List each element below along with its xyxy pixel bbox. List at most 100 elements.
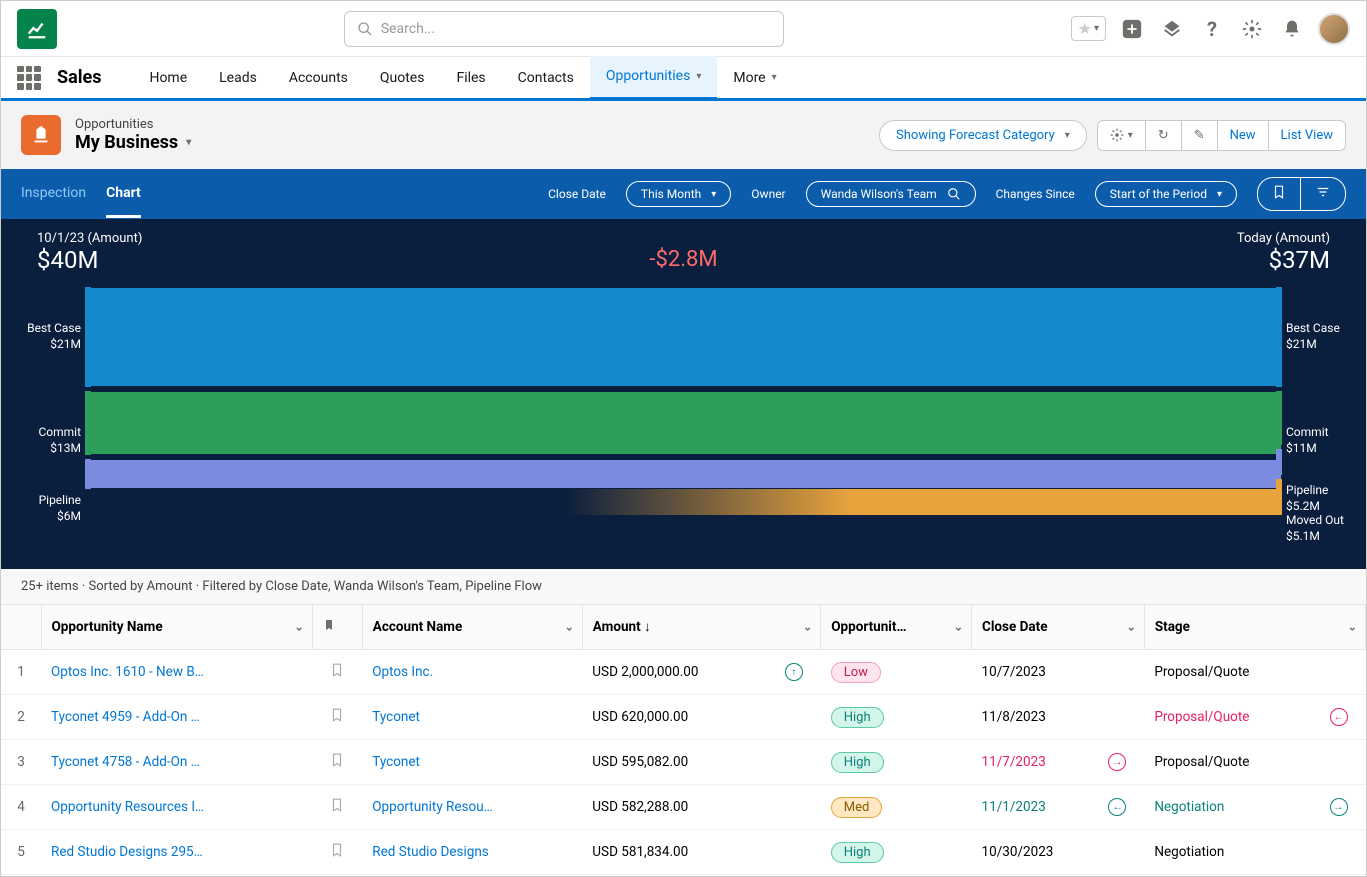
stage-cell: Negotiation [1144, 830, 1365, 875]
bookmark-button[interactable] [1258, 178, 1301, 210]
app-name: Sales [57, 67, 101, 88]
list-view-name[interactable]: My Business▾ [75, 132, 191, 153]
app-launcher-icon[interactable] [17, 66, 41, 90]
chart-cat-amount: $13M [38, 441, 81, 457]
table-row[interactable]: 1 Optos Inc. 1610 - New B… Optos Inc. US… [1, 650, 1366, 695]
chart-cat-label: Pipeline [1286, 483, 1328, 499]
nav-leads[interactable]: Leads [203, 56, 273, 100]
stage-cell: Negotiation→ [1144, 785, 1365, 830]
column-header[interactable]: Stage⌄ [1144, 605, 1365, 650]
nav-home[interactable]: Home [133, 56, 203, 100]
trend-icon: → [1108, 753, 1126, 771]
changes-label: Changes Since [996, 187, 1075, 201]
chart-right-label: Today (Amount) [1237, 231, 1330, 246]
help-icon[interactable]: ? [1198, 15, 1226, 43]
global-search[interactable]: Search... [344, 11, 784, 47]
amount-cell: USD 581,834.00 [582, 830, 820, 875]
filter-button[interactable] [1301, 178, 1345, 210]
score-cell: High [821, 695, 972, 740]
chart-cat-label: Best Case [1286, 321, 1340, 337]
nav-more[interactable]: More▾ [717, 56, 792, 100]
nav-files[interactable]: Files [440, 56, 501, 100]
nav-accounts[interactable]: Accounts [273, 56, 364, 100]
chart-right-amount: $37M [1237, 246, 1330, 274]
column-header[interactable]: Amount ↓⌄ [582, 605, 820, 650]
chart-cat-amount: $21M [1286, 337, 1340, 353]
bookmark-icon[interactable] [330, 661, 344, 679]
chart-left-label: 10/1/23 (Amount) [37, 231, 142, 246]
account-link[interactable]: Tyconet [372, 754, 420, 770]
close-date-cell: 11/8/2023 [972, 695, 1145, 740]
chart-cat-amount: $5.2M [1286, 499, 1328, 515]
new-button[interactable]: New [1218, 121, 1269, 150]
owner-label: Owner [751, 187, 785, 201]
trend-icon: ← [1108, 798, 1126, 816]
row-number: 2 [1, 695, 41, 740]
account-link[interactable]: Opportunity Resou… [372, 799, 492, 815]
account-link[interactable]: Red Studio Designs [372, 844, 489, 860]
chart-cat-label: Commit [38, 425, 81, 441]
opportunity-link[interactable]: Tyconet 4758 - Add-On … [51, 754, 200, 770]
chart-cat-amount: $6M [39, 509, 81, 525]
row-number: 4 [1, 785, 41, 830]
score-cell: High [821, 740, 972, 785]
table-row[interactable]: 5 Red Studio Designs 295… Red Studio Des… [1, 830, 1366, 875]
bookmark-icon[interactable] [330, 706, 344, 724]
opportunity-link[interactable]: Red Studio Designs 295… [51, 844, 203, 860]
setup-icon[interactable] [1238, 15, 1266, 43]
account-link[interactable]: Optos Inc. [372, 664, 433, 680]
stage-cell: Proposal/Quote [1144, 740, 1365, 785]
chart-cat-label: Best Case [27, 321, 81, 337]
chevron-down-icon: ▾ [1065, 130, 1070, 141]
row-number: 1 [1, 650, 41, 695]
column-header[interactable] [312, 605, 362, 650]
chart-cat-label: Commit [1286, 425, 1329, 441]
table-row[interactable]: 3 Tyconet 4758 - Add-On … Tyconet USD 59… [1, 740, 1366, 785]
column-header[interactable]: Account Name⌄ [362, 605, 582, 650]
forecast-category-button[interactable]: Showing Forecast Category▾ [879, 120, 1087, 151]
opportunity-link[interactable]: Tyconet 4959 - Add-On … [51, 709, 200, 725]
chart-cat-amount: $11M [1286, 441, 1329, 457]
nav-quotes[interactable]: Quotes [364, 56, 441, 100]
close-date-filter[interactable]: This Month▾ [626, 181, 731, 207]
edit-button[interactable]: ✎ [1182, 121, 1218, 150]
opportunity-link[interactable]: Optos Inc. 1610 - New B… [51, 664, 204, 680]
notifications-icon[interactable] [1278, 15, 1306, 43]
tab-chart[interactable]: Chart [106, 171, 141, 218]
changes-filter[interactable]: Start of the Period▾ [1095, 181, 1237, 207]
bookmark-icon[interactable] [330, 796, 344, 814]
score-cell: Med [821, 785, 972, 830]
list-view-button[interactable]: List View [1269, 121, 1345, 150]
settings-button[interactable]: ▾ [1098, 121, 1146, 150]
column-header[interactable]: Close Date⌄ [972, 605, 1145, 650]
add-icon[interactable] [1118, 15, 1146, 43]
table-meta: 25+ items · Sorted by Amount · Filtered … [1, 569, 1366, 605]
opportunity-link[interactable]: Opportunity Resources I… [51, 799, 204, 815]
favorites-button[interactable]: ★▾ [1071, 16, 1106, 41]
nav-opportunities[interactable]: Opportunities▾ [590, 56, 718, 100]
chart-cat-label: Moved Out [1286, 513, 1344, 529]
row-number: 3 [1, 740, 41, 785]
chart-cat-amount: $21M [27, 337, 81, 353]
search-placeholder: Search... [381, 21, 435, 37]
table-row[interactable]: 4 Opportunity Resources I… Opportunity R… [1, 785, 1366, 830]
account-link[interactable]: Tyconet [372, 709, 420, 725]
nav-contacts[interactable]: Contacts [502, 56, 590, 100]
owner-filter[interactable]: Wanda Wilson's Team [806, 181, 976, 207]
chart-delta: -$2.8M [649, 247, 717, 272]
app-logo[interactable] [17, 9, 57, 49]
trend-icon: ← [1330, 708, 1348, 726]
column-header[interactable]: Opportunit…⌄ [821, 605, 972, 650]
refresh-button[interactable]: ↻ [1146, 121, 1182, 150]
tab-inspection[interactable]: Inspection [21, 171, 86, 218]
chevron-down-icon: ▾ [186, 137, 191, 148]
bookmark-icon[interactable] [330, 841, 344, 859]
user-avatar[interactable] [1318, 13, 1350, 45]
score-cell: High [821, 830, 972, 875]
chart-cat-amount: $5.1M [1286, 529, 1344, 545]
salesforce-icon[interactable] [1158, 15, 1186, 43]
table-row[interactable]: 2 Tyconet 4959 - Add-On … Tyconet USD 62… [1, 695, 1366, 740]
column-header[interactable]: Opportunity Name⌄ [41, 605, 312, 650]
chart-left-amount: $40M [37, 246, 142, 274]
bookmark-icon[interactable] [330, 751, 344, 769]
